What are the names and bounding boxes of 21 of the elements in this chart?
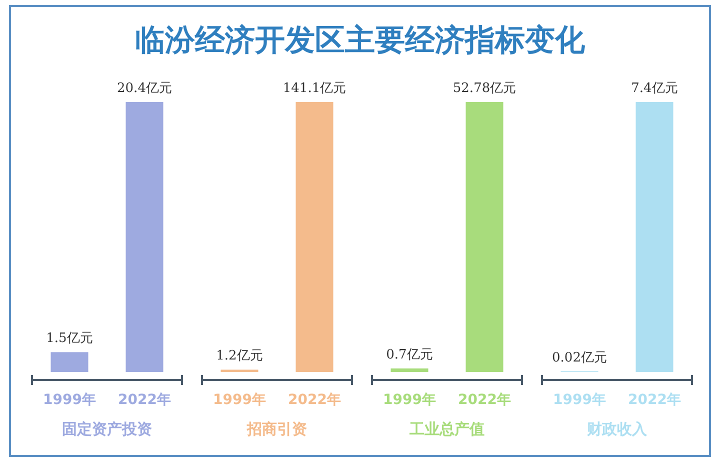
x-tick-label: 1999年 xyxy=(213,392,266,408)
x-tick-label: 1999年 xyxy=(383,392,436,408)
x-tick-label: 2022年 xyxy=(628,392,681,408)
text: 临汾经济开发区主要经济指标变化 xyxy=(135,23,586,58)
data-label: 1.5亿元 xyxy=(46,331,93,346)
data-label: 20.4亿元 xyxy=(117,81,172,96)
x-tick-label: 1999年 xyxy=(553,392,606,408)
data-label: 0.02亿元 xyxy=(552,350,607,366)
x-axis-title: 招商引资 xyxy=(246,420,307,438)
x-tick-label: 2022年 xyxy=(118,392,171,408)
x-tick-label: 2022年 xyxy=(288,392,341,408)
data-label: 52.78亿元 xyxy=(452,81,516,96)
x-tick-label: 1999年 xyxy=(43,392,96,408)
x-axis-title: 工业总产值 xyxy=(408,420,484,438)
x-tick-label: 2022年 xyxy=(458,392,511,408)
data-label: 141.1亿元 xyxy=(282,81,346,96)
data-label: 0.7亿元 xyxy=(386,347,433,362)
x-axis-title: 固定资产投资 xyxy=(62,420,152,438)
x-axis-title: 财政收入 xyxy=(586,420,648,438)
data-label: 7.4亿元 xyxy=(631,81,678,96)
data-label: 1.2亿元 xyxy=(216,348,263,364)
